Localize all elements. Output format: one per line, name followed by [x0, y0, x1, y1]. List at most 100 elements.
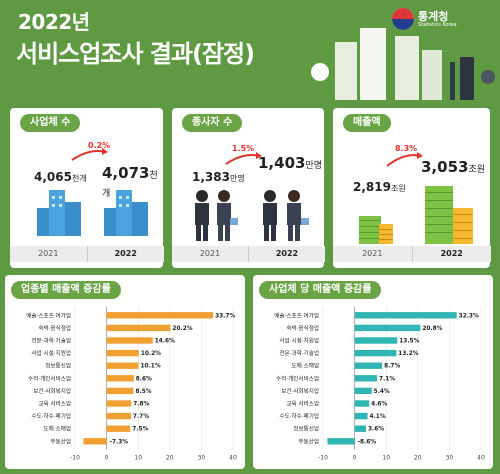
year-2022: 2022 [86, 246, 164, 262]
bar [354, 425, 366, 432]
panel-revenue: 매출액 8.3% 2,819조원 3,053조원 2021 2022 [333, 108, 491, 268]
category-label: 수도·하수·폐기업 [31, 412, 71, 420]
bar [106, 312, 214, 319]
logo-emblem-icon [392, 8, 414, 30]
value-label: -7.3% [110, 439, 129, 445]
city-building-icon [37, 190, 81, 236]
value-label: 4.6% [371, 402, 387, 408]
trend-arrow-icon [386, 152, 423, 167]
value-label: 7.1% [379, 376, 395, 382]
bar [354, 349, 397, 357]
category-label: 도매·소매업 [291, 362, 319, 370]
bar [354, 412, 368, 420]
bar [354, 337, 398, 344]
category-label: 보건·사회복지업 [33, 387, 71, 395]
bar [106, 324, 171, 332]
value-label: 8.7% [384, 364, 400, 370]
value-label: 7.5% [132, 427, 148, 433]
value-label: 5.4% [374, 389, 390, 395]
value-label: 3.6% [368, 427, 384, 433]
hairdryer-icon [481, 70, 495, 84]
value-label: 4.1% [370, 414, 386, 420]
year-2022: 2022 [411, 246, 491, 262]
category-label: 수리·개인서비스업 [28, 374, 71, 382]
skyline-illustration [311, 28, 495, 100]
value-label: 8.6% [136, 376, 152, 382]
page-title: 서비스업조사 결과(잠정) [16, 40, 255, 68]
value-label: 13.5% [399, 339, 419, 345]
year-row: 2021 2022 [333, 246, 491, 262]
x-tick-label: 0 [105, 455, 109, 462]
x-tick-label: 40 [229, 455, 237, 462]
value-label: 14.6% [155, 339, 175, 345]
bar [83, 438, 107, 445]
x-tick-label: 10 [382, 455, 390, 462]
bar [106, 362, 139, 369]
year-2021: 2021 [10, 246, 87, 262]
value-label: 32.3% [459, 313, 479, 319]
value-label: 10.1% [141, 364, 161, 370]
value-label: 20.8% [422, 326, 442, 332]
panel-employees: 종사자 수 1.5% 1,383만명 1,403만명 2021 2022 [172, 108, 325, 268]
bar [106, 400, 132, 407]
bar [354, 312, 457, 319]
x-tick-label: 30 [446, 455, 454, 462]
bar [106, 425, 131, 432]
category-label: 예술·스포츠·여가업 [274, 311, 319, 319]
trend-arrow-icon [71, 148, 108, 161]
chart-revenue-per-business-growth: 사업체 당 매출액 증감률 -10 0 10 20 30 40 예술·스포츠·여가업 32.3… [253, 275, 493, 469]
panel-title: 사업체 수 [20, 114, 81, 132]
category-label: 보건·사회복지업 [281, 387, 319, 395]
lamp-icon [450, 62, 455, 100]
money-stack-icon [425, 186, 473, 244]
panel-businesses: 사업체 수 0.2% 4,065천개 4,073천개 2021 2022 [10, 108, 164, 268]
x-tick-label: 30 [198, 455, 206, 462]
value-label: 7.7% [133, 414, 149, 420]
category-label: 수리·개인서비스업 [276, 374, 319, 382]
panel-title: 종사자 수 [182, 114, 243, 132]
x-tick-label: 40 [477, 455, 485, 462]
category-label: 도매·소매업 [43, 425, 71, 433]
category-label: 숙박·음식점업 [38, 324, 71, 332]
bar [354, 324, 421, 332]
chef-icon [311, 63, 329, 81]
category-label: 부동산업 [298, 437, 319, 445]
year-2021: 2021 [172, 246, 248, 262]
year-2022: 2022 [248, 246, 325, 262]
bar [106, 387, 134, 395]
x-tick-label: 20 [414, 455, 422, 462]
value-label: 7.8% [133, 402, 149, 408]
office-worker-icon [195, 190, 238, 241]
x-tick-label: 10 [134, 455, 142, 462]
value-label: 13.2% [398, 351, 418, 357]
statistics-korea-logo: 통계청 Statistics Korea [392, 6, 488, 34]
x-tick-label: 0 [353, 455, 357, 462]
value-label: 33.7% [215, 313, 235, 319]
x-tick-label: 20 [166, 455, 174, 462]
category-label: 숙박·음식점업 [286, 324, 319, 332]
category-label: 교육 서비스업 [286, 400, 319, 408]
value-2022: 1,403만명 [258, 154, 323, 172]
building-icon [335, 42, 357, 100]
category-label: 부동산업 [50, 437, 71, 445]
category-label: 예술·스포츠·여가업 [26, 311, 71, 319]
category-label: 사업 시설·지원업 [31, 349, 71, 357]
bar [354, 400, 370, 407]
chart-title: 업종별 매출액 증감률 [11, 281, 121, 299]
bar [354, 387, 372, 395]
x-tick-label: -10 [318, 455, 328, 462]
office-worker-icon [263, 190, 309, 241]
bar-chart-svg: -10 0 10 20 30 40 예술·스포츠·여가업 33.7% 숙박·음식점업 20.2% 전… [26, 307, 237, 462]
building-icon [360, 28, 386, 100]
chart-industry-revenue-growth: 업종별 매출액 증감률 -10 0 10 20 30 40 예술·스포츠·여가업 33.7% 숙… [5, 275, 245, 469]
value-2022: 4,073천개 [102, 164, 158, 199]
value-label: 10.2% [141, 351, 161, 357]
category-label: 교육 서비스업 [38, 400, 71, 408]
suit-icon [460, 57, 474, 100]
building-icon [422, 50, 442, 100]
value-label: 20.2% [172, 326, 192, 332]
category-label: 전문·과학·기술업 [31, 337, 71, 345]
bar-chart-svg: -10 0 10 20 30 40 예술·스포츠·여가업 32.3% 숙박·음식점업 20.8% 사… [274, 307, 485, 462]
category-label: 정보통신업 [45, 362, 71, 370]
bar [106, 375, 134, 382]
